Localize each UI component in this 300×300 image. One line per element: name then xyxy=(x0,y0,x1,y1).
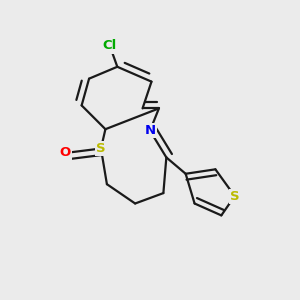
Text: O: O xyxy=(60,146,71,160)
Text: N: N xyxy=(144,124,156,137)
Text: Cl: Cl xyxy=(103,40,117,52)
Text: S: S xyxy=(230,190,239,202)
Text: S: S xyxy=(96,142,106,155)
